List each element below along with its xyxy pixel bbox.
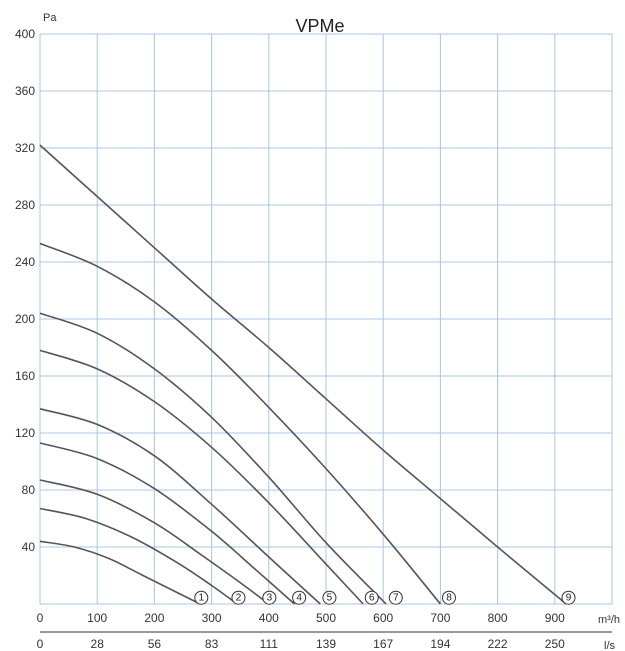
- marker-label: 1: [199, 593, 205, 604]
- curve-8: [39, 242, 442, 605]
- x-tick-label: 0: [37, 611, 44, 625]
- y-tick-label: 40: [22, 540, 36, 554]
- curve-marker-4: 4: [292, 590, 307, 605]
- x2-tick-label: 111: [260, 637, 279, 651]
- x-tick-label: 800: [488, 611, 508, 625]
- x-tick-label: 300: [202, 611, 222, 625]
- y-tick-label: 320: [15, 141, 35, 155]
- marker-circle: [441, 590, 456, 605]
- marker-circle: [262, 590, 277, 605]
- x-tick-label: 500: [316, 611, 336, 625]
- marker-label: 4: [296, 593, 302, 604]
- y-tick-label: 200: [15, 312, 35, 326]
- marker-circle: [194, 590, 209, 605]
- marker-circle: [388, 590, 403, 605]
- curve-marker-8: 8: [441, 590, 456, 605]
- x-tick-label: 100: [87, 611, 107, 625]
- marker-circle: [231, 590, 246, 605]
- curve-4: [39, 442, 296, 605]
- marker-label: 5: [327, 593, 333, 604]
- curve-6: [39, 349, 364, 605]
- y-tick-label: 360: [15, 84, 35, 98]
- x2-tick-label: 167: [373, 637, 393, 651]
- x2-tick-labels: 0 28 56 83 111 139 167 194 222 250: [37, 637, 565, 651]
- curve-1: [39, 540, 201, 605]
- x-axis-label-primary: m³/h: [598, 614, 620, 626]
- x-tick-label: 200: [144, 611, 164, 625]
- x-tick-label: 900: [545, 611, 565, 625]
- x2-tick-label: 194: [430, 637, 450, 651]
- curve-markers: 1 2 3 4 5 6 7 8 9: [194, 590, 576, 605]
- x2-tick-label: 222: [488, 637, 508, 651]
- y-tick-label: 280: [15, 198, 35, 212]
- curve-9: [39, 144, 567, 605]
- y-tick-label: 400: [15, 27, 35, 41]
- x2-tick-label: 0: [37, 637, 44, 651]
- marker-label: 6: [369, 593, 375, 604]
- y-tick-label: 120: [15, 426, 35, 440]
- curves: [39, 144, 567, 605]
- grid: [40, 33, 612, 604]
- curve-marker-9: 9: [561, 590, 576, 605]
- curve-marker-1: 1: [194, 590, 209, 605]
- chart-title: VPMe: [295, 16, 344, 36]
- x2-tick-label: 139: [316, 637, 336, 651]
- x2-tick-label: 56: [148, 637, 162, 651]
- x-tick-label: 600: [373, 611, 393, 625]
- x-tick-label: 700: [430, 611, 450, 625]
- marker-circle: [364, 590, 379, 605]
- curve-marker-7: 7: [388, 590, 403, 605]
- y-tick-label: 80: [22, 483, 36, 497]
- marker-label: 3: [267, 593, 273, 604]
- marker-circle: [561, 590, 576, 605]
- marker-circle: [322, 590, 337, 605]
- marker-label: 8: [446, 593, 452, 604]
- curve-5: [39, 408, 321, 605]
- curve-marker-5: 5: [322, 590, 337, 605]
- curve-marker-3: 3: [262, 590, 277, 605]
- y-tick-labels: 400 360 320 280 240 200 160 120 80 40: [15, 27, 35, 554]
- y-tick-label: 240: [15, 255, 35, 269]
- curve-2: [39, 507, 238, 605]
- x2-tick-label: 83: [205, 637, 219, 651]
- marker-label: 9: [566, 593, 572, 604]
- marker-label: 7: [393, 593, 399, 604]
- y-axis-label: Pa: [43, 12, 57, 24]
- marker-label: 2: [236, 593, 242, 604]
- x-axis-label-secondary: l/s: [604, 640, 616, 651]
- x-tick-label: 400: [259, 611, 279, 625]
- plot-frame: [39, 33, 613, 605]
- y-tick-label: 160: [15, 369, 35, 383]
- x2-tick-label: 250: [545, 637, 565, 651]
- curve-3: [39, 479, 270, 605]
- curve-marker-2: 2: [231, 590, 246, 605]
- curve-7: [39, 312, 387, 605]
- curve-marker-6: 6: [364, 590, 379, 605]
- x2-tick-label: 28: [91, 637, 105, 651]
- x-tick-labels: 0 100 200 300 400 500 600 700 800 900: [37, 611, 565, 625]
- marker-circle: [292, 590, 307, 605]
